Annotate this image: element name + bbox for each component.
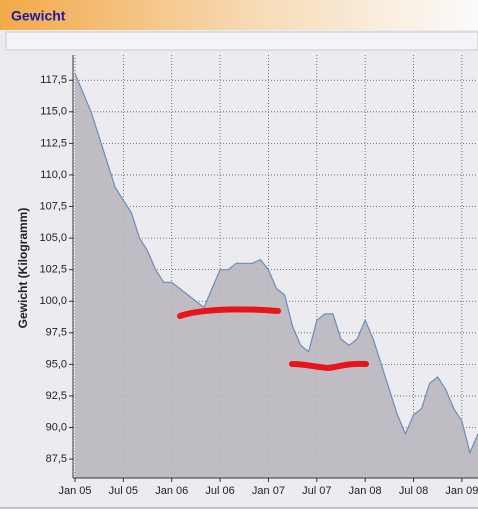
x-tick-label: Jul 07	[302, 485, 331, 497]
y-tick-label: 100,0	[39, 295, 67, 307]
y-tick-label: 92,5	[46, 390, 67, 402]
toolbar	[5, 31, 478, 51]
red-annotation	[177, 306, 281, 319]
x-tick-label: Jan 09	[445, 485, 478, 497]
y-tick-label: 87,5	[46, 453, 67, 465]
y-tick-label: 97,5	[46, 327, 67, 339]
y-tick-label: 90,0	[46, 421, 67, 433]
line	[74, 73, 478, 455]
y-tick-label: 95,0	[46, 358, 67, 370]
x-tick-label: Jul 08	[399, 485, 428, 497]
x-tick-label: Jul 06	[205, 485, 234, 497]
area	[75, 73, 478, 479]
x-tick-label: Jul 05	[109, 485, 138, 497]
x-tick-label: Jan 06	[155, 485, 188, 497]
y-tick-label: 117,5	[40, 74, 67, 86]
y-tick-label: 112,5	[40, 137, 67, 149]
header-bar	[0, 0, 478, 30]
x-tick-label: Jan 07	[252, 485, 285, 497]
y-tick-label: 110,0	[40, 169, 67, 181]
y-tick-label: 102,5	[39, 264, 67, 276]
header-title: Gewicht	[11, 8, 66, 24]
red-annotation	[289, 360, 369, 372]
y-tick-label: 115,0	[40, 106, 67, 118]
y-tick-label: 105,0	[39, 232, 67, 244]
y-axis-title: Gewicht (Kilogramm)	[16, 208, 30, 329]
x-tick-label: Jan 08	[349, 485, 382, 497]
x-tick-label: Jan 05	[58, 485, 91, 497]
y-tick-label: 107,5	[39, 200, 67, 212]
